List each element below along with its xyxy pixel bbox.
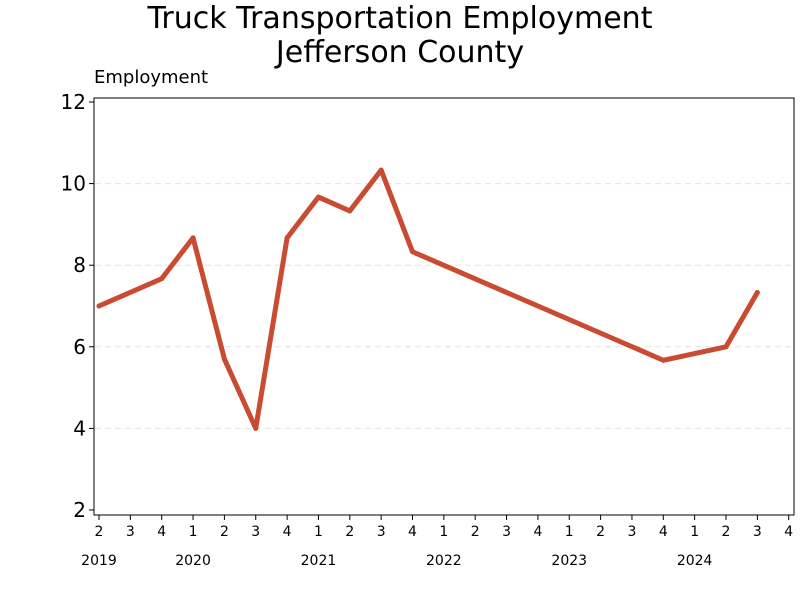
x-tick-label: 3	[627, 524, 636, 540]
y-tick-label: 10	[61, 172, 86, 196]
x-tick-label: 2	[95, 524, 104, 540]
data-point	[159, 276, 165, 282]
x-tick-label: 1	[690, 524, 699, 540]
y-tick-label: 4	[73, 416, 86, 440]
data-point	[221, 356, 227, 362]
y-tick-label: 6	[73, 335, 86, 359]
x-tick-label: 4	[533, 524, 542, 540]
series-group	[96, 167, 760, 431]
data-point	[410, 249, 415, 255]
y-axis: 2 4 6 8 10 12	[61, 90, 94, 522]
y-tick-label: 12	[61, 90, 86, 114]
x-tick-label: 1	[565, 524, 574, 540]
x-tick-label: 4	[784, 524, 793, 540]
x-tick-label: 2	[345, 524, 354, 540]
x-tick-label: 2	[220, 524, 229, 540]
x-tick-label: 3	[126, 524, 135, 540]
x-tick-label: 4	[283, 524, 292, 540]
x-tick-label: 1	[189, 524, 198, 540]
x-tick-label: 2	[722, 524, 731, 540]
x-tick-label: 4	[659, 524, 668, 540]
data-point	[96, 303, 102, 309]
chart-title-line-1: Truck Transportation Employment	[147, 1, 653, 36]
x-tick-label: 3	[377, 524, 386, 540]
data-point	[754, 290, 760, 296]
gridlines	[95, 183, 793, 429]
x-tick-label: 2	[471, 524, 480, 540]
data-point	[190, 235, 196, 241]
y-tick-label: 8	[73, 253, 86, 277]
chart-title-line-2: Jefferson County	[275, 35, 525, 70]
x-axis: 2 3 4 1 2 3 4 1 2 3 4 1 2 3 4 1 2 3 4 1 2 3 4 2019 2020 2021 2022 2…	[81, 515, 793, 569]
x-year-label: 2019	[81, 553, 117, 569]
x-tick-label: 4	[157, 524, 166, 540]
y-tick-label: 2	[73, 498, 86, 522]
data-point	[347, 208, 353, 214]
data-point	[284, 235, 290, 241]
x-tick-label: 4	[408, 524, 417, 540]
series-line	[96, 167, 760, 431]
x-tick-label: 3	[502, 524, 511, 540]
plot-frame	[93, 97, 795, 516]
data-point	[660, 357, 666, 363]
x-year-label: 2020	[175, 553, 211, 569]
x-tick-label: 3	[251, 524, 260, 540]
x-tick-label: 1	[439, 524, 448, 540]
y-axis-label: Employment	[94, 67, 209, 88]
chart-title: Truck Transportation Employment Jefferso…	[0, 2, 800, 70]
x-tick-label: 2	[596, 524, 605, 540]
x-year-label: 2022	[426, 553, 462, 569]
data-point	[253, 425, 259, 431]
data-point	[315, 194, 321, 200]
data-point	[723, 344, 729, 350]
data-point	[378, 167, 384, 173]
x-year-label: 2024	[677, 553, 713, 569]
x-tick-label: 1	[314, 524, 323, 540]
x-year-label: 2021	[301, 553, 337, 569]
x-year-label: 2023	[551, 553, 587, 569]
x-tick-label: 3	[753, 524, 762, 540]
